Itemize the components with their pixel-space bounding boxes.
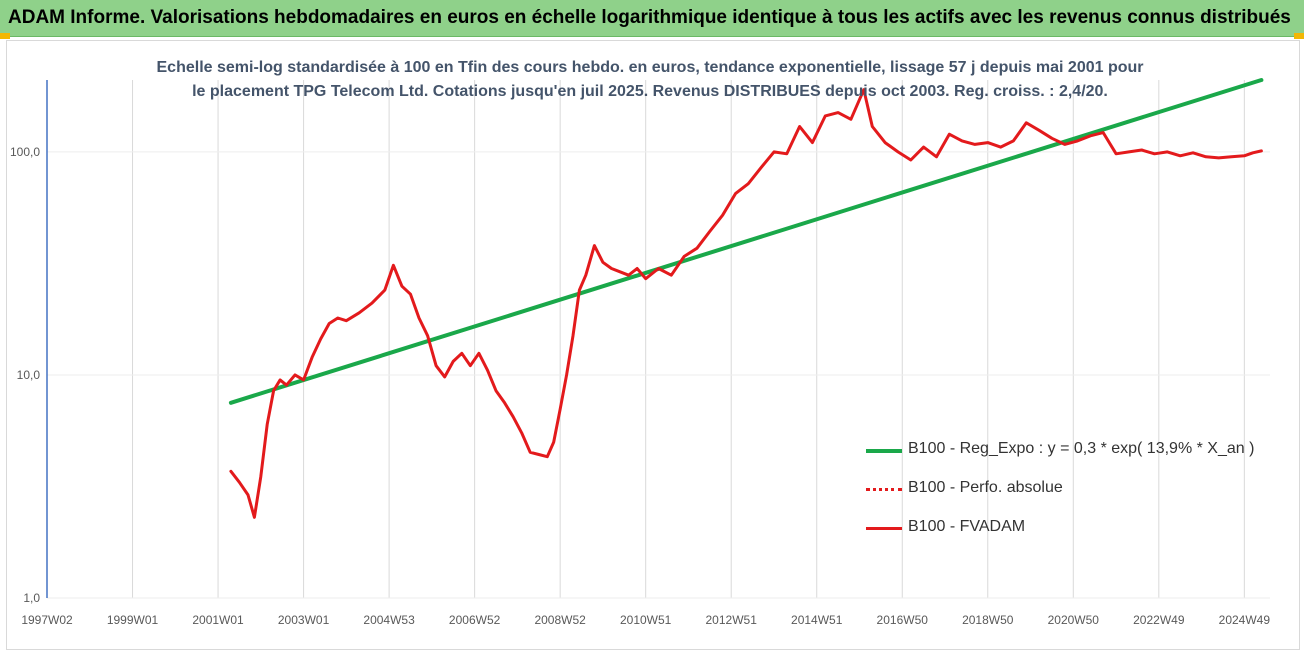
y-tick-labels: 1,0 10,0 100,0	[10, 145, 40, 605]
series-lines	[228, 78, 1264, 519]
legend-label: B100 - Perfo. absolue	[908, 479, 1063, 496]
series-line-fvadam	[229, 88, 1263, 519]
report-title: ADAM Informe. Valorisations hebdomadaire…	[8, 7, 1291, 28]
x-tick-label: 2018W50	[962, 613, 1014, 627]
x-tick-label: 2006W52	[449, 613, 501, 627]
report-header: ADAM Informe. Valorisations hebdomadaire…	[0, 0, 1304, 37]
legend-swatch-red-dotted	[866, 488, 902, 491]
x-tick-label: 2008W52	[534, 613, 586, 627]
x-tick-label: 2012W51	[706, 613, 758, 627]
x-tick-label: 2010W51	[620, 613, 672, 627]
x-tick-label: 2014W51	[791, 613, 843, 627]
x-tick-label: 1999W01	[107, 613, 159, 627]
chart-area	[6, 40, 1300, 650]
series-line-reg-expo	[228, 78, 1264, 405]
legend-label: B100 - FVADAM	[908, 518, 1026, 535]
legend-swatch-red	[866, 527, 902, 530]
legend-label: B100 - Reg_Expo : y = 0,3 * exp( 13,9% *…	[908, 440, 1255, 457]
corner-marker-left	[0, 33, 10, 39]
x-tick-label: 2004W53	[363, 613, 415, 627]
x-tick-label: 2003W01	[278, 613, 330, 627]
x-tick-label: 2024W49	[1219, 613, 1271, 627]
grid-lines	[46, 80, 1270, 599]
x-tick-label: 2020W50	[1048, 613, 1100, 627]
x-tick-label: 2016W50	[877, 613, 929, 627]
y-tick-label: 100,0	[10, 145, 40, 159]
x-tick-label: 1997W02	[21, 613, 73, 627]
y-tick-label: 1,0	[23, 591, 40, 605]
y-tick-label: 10,0	[17, 368, 41, 382]
x-tick-label: 2022W49	[1133, 613, 1185, 627]
corner-marker-right	[1294, 33, 1304, 39]
legend-swatch-green	[866, 449, 902, 453]
x-tick-labels: 1997W02 1999W01 2001W01 2003W01 2004W53 2006W…	[21, 613, 1270, 627]
chart-subtitle: Echelle semi-log standardisée à 100 en T…	[156, 59, 1144, 100]
x-tick-label: 2001W01	[192, 613, 244, 627]
